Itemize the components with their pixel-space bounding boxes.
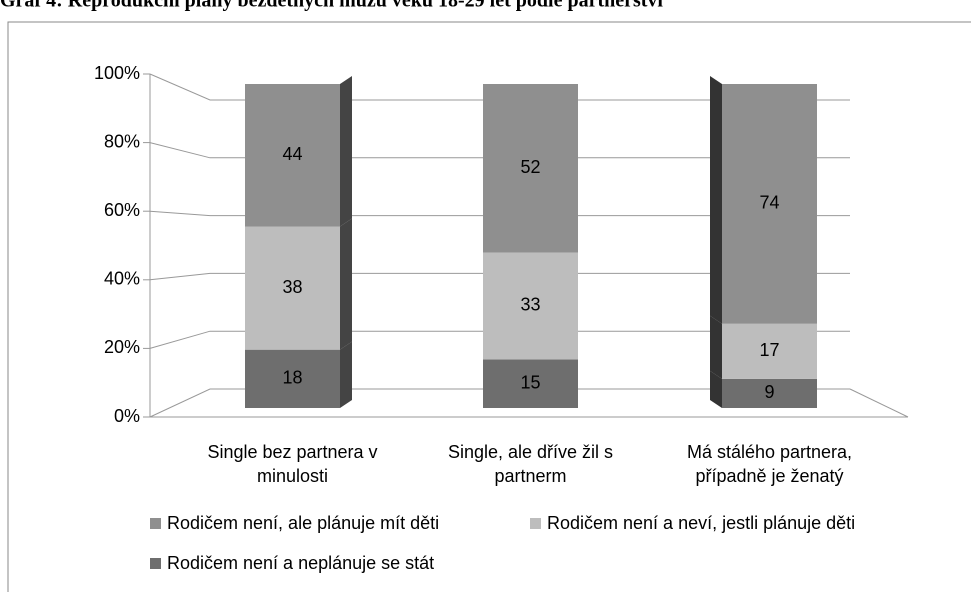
y-tick-label: 100% [94, 63, 140, 83]
grid-line [149, 388, 850, 418]
data-label: 38 [282, 277, 302, 297]
legend-swatch [150, 558, 161, 569]
legend-item: Rodičem není, ale plánuje mít děti [150, 513, 439, 534]
y-tick-label: 0% [114, 406, 140, 426]
data-label: 17 [759, 340, 779, 360]
data-label: 52 [520, 157, 540, 177]
bar [722, 84, 817, 324]
grid-line [149, 330, 850, 349]
legend-label: Rodičem není, ale plánuje mít děti [167, 513, 440, 533]
y-tick-label: 80% [104, 131, 140, 151]
data-label: 33 [520, 295, 540, 315]
bar [483, 252, 578, 360]
y-tick-label: 40% [104, 269, 140, 289]
grid-line [149, 73, 850, 101]
bar-side [340, 341, 352, 408]
chart-frame [7, 21, 971, 592]
x-tick-label: Single, ale dříve žil s partnerm [447, 442, 614, 486]
legend-swatch [150, 518, 161, 529]
bar-side [340, 218, 352, 350]
y-tick-label: 60% [104, 200, 140, 220]
legend-label: Rodičem není a neplánuje se stát [167, 553, 435, 573]
data-label: 18 [282, 368, 302, 388]
bar [245, 226, 340, 350]
bar [722, 378, 817, 408]
bar-side [710, 370, 722, 408]
chart-title: Graf 4: Reprodukční plány bezdětných muž… [0, 0, 663, 12]
bar-side [710, 76, 722, 324]
data-label: 15 [520, 372, 540, 392]
grid-line [149, 142, 850, 159]
bar-side [340, 76, 352, 227]
grid-line [149, 272, 850, 281]
data-label: 9 [764, 382, 774, 402]
bar [245, 84, 340, 227]
bar [722, 323, 817, 379]
floor-side [849, 388, 909, 418]
bar [483, 84, 578, 253]
legend-swatch [530, 518, 541, 529]
legend-label: Rodičem není a neví, jestli plánuje děti [547, 513, 856, 533]
legend-item: Rodičem není a neví, jestli plánuje děti [530, 513, 855, 534]
data-label: 74 [759, 193, 779, 213]
y-tick-label: 20% [104, 337, 140, 357]
bar-side [710, 315, 722, 379]
bar [245, 349, 340, 408]
legend-item: Rodičem není a neplánuje se stát [150, 553, 434, 574]
bar [483, 359, 578, 408]
x-tick-label: Single bez partnera v minulosti [207, 442, 378, 486]
x-tick-label: Má stálého partnera, případně je ženatý [686, 442, 853, 486]
data-label: 44 [282, 144, 302, 164]
grid-line [149, 210, 850, 217]
